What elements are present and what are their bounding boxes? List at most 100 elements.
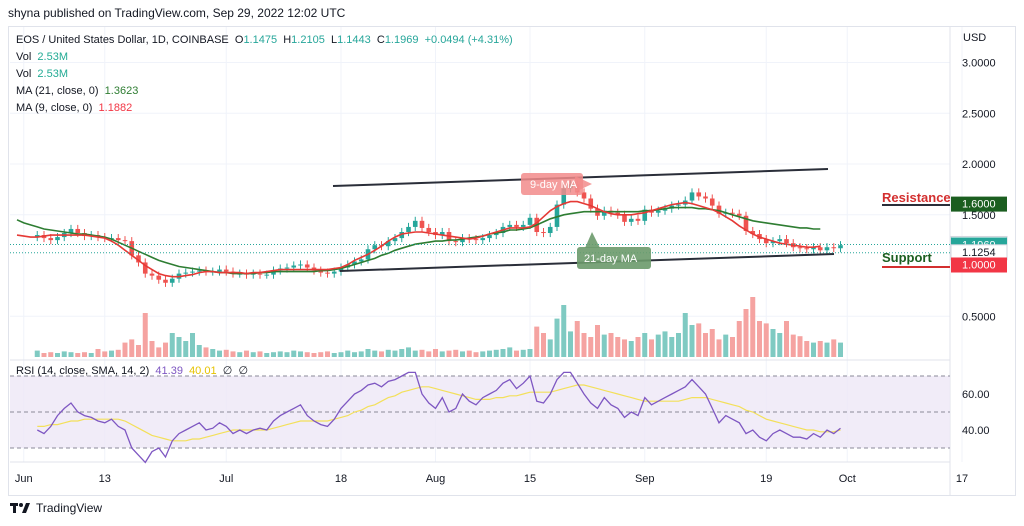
candle-body (291, 265, 297, 268)
volume-bar (601, 334, 607, 357)
volume-bar (298, 351, 303, 357)
chart-panel[interactable] (8, 26, 1016, 496)
volume-bar (244, 350, 249, 357)
volume-bar (507, 347, 513, 357)
rsi-sma-value: 40.01 (189, 365, 217, 377)
candle-body (304, 264, 310, 268)
volume-bar (183, 341, 189, 357)
candle-body (68, 228, 74, 234)
price-tag-label: 1.6000 (962, 199, 996, 211)
rsi-lower-value: ∅ (238, 365, 249, 377)
volume-bar (615, 337, 621, 357)
volume-bar (399, 349, 405, 357)
tradingview-footer[interactable]: TradingView (10, 501, 102, 515)
volume-bar (480, 351, 486, 357)
volume-bar (730, 337, 735, 357)
volume-bar (129, 339, 135, 357)
ma21-label: MA (21, close, 0) (16, 85, 99, 97)
volume-bar (122, 342, 128, 357)
candle-body (736, 213, 742, 216)
volume-bar (493, 349, 499, 357)
price-axis: USD 3.0000 2.5000 2.0000 1.5000 0.5000 (962, 32, 996, 323)
volume-bar (365, 349, 371, 357)
candle-body (257, 273, 263, 275)
candle-body (271, 270, 276, 275)
volume-bar (446, 350, 452, 357)
close-value: 1.1969 (384, 34, 419, 46)
volume-bar (709, 329, 715, 357)
rsi-panel: 60.00 40.00 (10, 371, 990, 464)
candle-body (372, 245, 378, 250)
candle-body (541, 232, 546, 234)
volume-bar (190, 333, 195, 357)
volume-bar (169, 333, 175, 357)
time-tick: 18 (335, 473, 347, 485)
support-label: Support (882, 250, 932, 265)
candle-body (662, 208, 668, 211)
ma21-value: 1.3623 (104, 85, 139, 97)
candle-body (763, 239, 769, 244)
volume-bars (34, 297, 843, 357)
candle-body (385, 241, 391, 247)
volume-bar (433, 349, 438, 357)
volume-bar (95, 349, 101, 357)
ma21-callout-label: 21-day MA (584, 253, 638, 265)
volume-bar (237, 352, 243, 357)
candle-body (460, 238, 465, 243)
high-label: H (283, 34, 292, 46)
rsi-tick: 40.00 (962, 425, 990, 437)
candle-body (480, 238, 486, 241)
candle-body (338, 267, 344, 272)
volume-bar (271, 352, 276, 357)
candle-body (527, 217, 533, 225)
volume-bar (385, 349, 391, 357)
candle-body (635, 218, 641, 221)
candle-body (264, 274, 270, 276)
candle-body (838, 245, 843, 249)
rsi-label: RSI (14, close, SMA, 14, 2) (16, 365, 150, 377)
volume-bar (743, 309, 749, 357)
resistance-label: Resistance (882, 190, 951, 205)
volume-bar (264, 353, 270, 357)
time-tick: 17 (956, 473, 968, 485)
volume-bar (217, 350, 222, 357)
volume-bar (723, 334, 729, 357)
volume-bar (520, 349, 526, 357)
candle-body (520, 224, 526, 227)
volume-bar (662, 331, 668, 357)
time-tick: Jun (15, 473, 33, 485)
volume-bar (115, 349, 121, 357)
publisher-header: shyna published on TradingView.com, Sep … (8, 6, 346, 20)
rsi-value: 41.39 (155, 365, 183, 377)
volume-bar (460, 351, 465, 357)
vol-label-1: Vol (16, 51, 32, 63)
volume-bar (763, 323, 769, 357)
candle-body (696, 192, 702, 197)
volume-bar (412, 350, 418, 357)
volume-bar (55, 353, 60, 357)
volume-bar (372, 350, 378, 357)
ma21-callout-bg (577, 247, 651, 269)
volume-bar (527, 349, 533, 357)
candle-body (149, 273, 155, 276)
volume-bar (291, 350, 297, 357)
volume-bar (426, 351, 432, 357)
volume-bar (379, 351, 384, 357)
tradingview-logo-icon (10, 503, 30, 513)
chart-legend: EOS / United States Dollar, 1D, COINBASE… (16, 32, 513, 117)
volume-bar (689, 325, 695, 357)
price-tick: 2.5000 (962, 108, 996, 120)
volume-bar (554, 318, 560, 357)
volume-bar (716, 339, 722, 357)
volume-bar (284, 352, 290, 357)
price-tick: 2.0000 (962, 159, 996, 171)
time-tick: Sep (635, 473, 655, 485)
volume-bar (784, 321, 789, 357)
candle-body (473, 239, 479, 241)
low-label: L (330, 34, 338, 46)
volume-bar (642, 333, 648, 357)
volume-bar (595, 325, 600, 357)
price-tag-label: 1.0000 (962, 260, 996, 272)
volume-bar (797, 336, 803, 357)
